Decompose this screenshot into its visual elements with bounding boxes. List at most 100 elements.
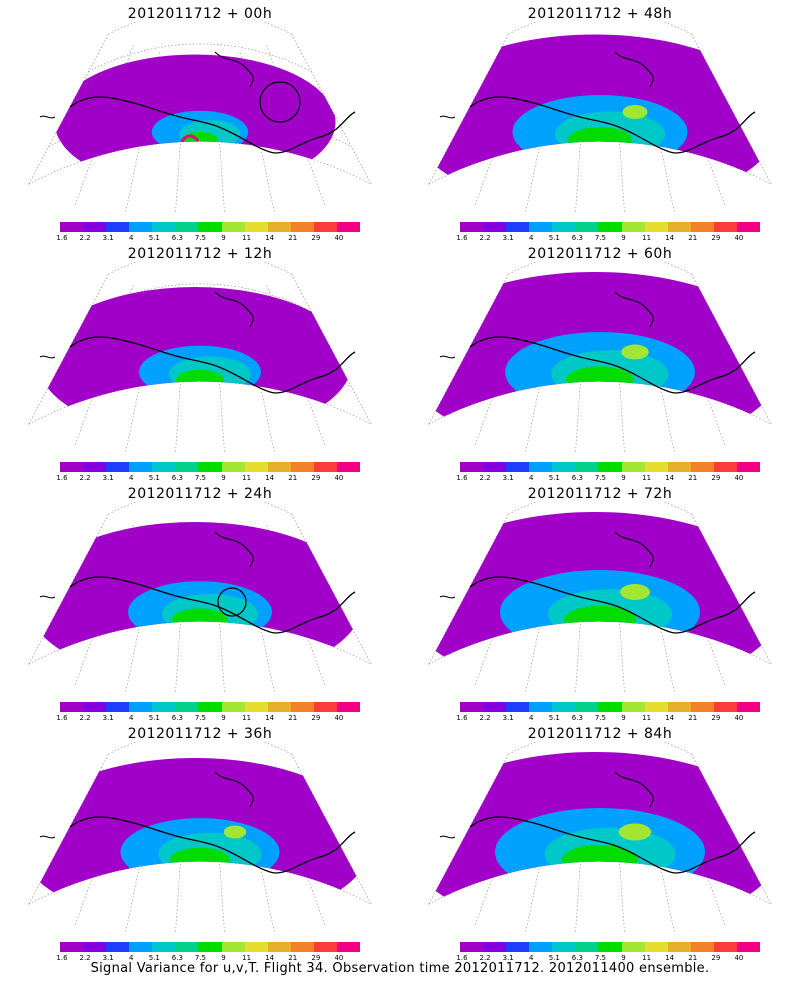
colorbar-tick-label: 29: [311, 474, 321, 482]
colorbar-swatch: [460, 702, 484, 712]
colorbar-swatch: [198, 222, 223, 232]
colorbar-swatch: [221, 702, 246, 712]
colorbar-tick-label: 11: [242, 234, 252, 242]
coastline: [69, 96, 356, 154]
colorbar-swatch: [552, 222, 576, 232]
colorbar-tick-label: 9: [221, 234, 226, 242]
variance-contour: [176, 369, 224, 391]
colorbar-tick-label: 5.1: [548, 234, 560, 242]
panel-title: 2012011712 + 24h: [127, 486, 273, 502]
colorbar-tick-label: 9: [621, 234, 626, 242]
colorbar-swatch: [221, 222, 246, 232]
colorbar-tick-label: 5.1: [548, 474, 560, 482]
coastline: [39, 531, 254, 599]
coastline: [469, 816, 756, 874]
latitude-line: [28, 381, 372, 425]
colorbar-tick-label: 29: [711, 234, 721, 242]
colorbar-swatch: [644, 702, 669, 712]
colorbar-tick-label: 9: [621, 714, 626, 722]
colorbar-tick-label: 5.1: [148, 474, 160, 482]
colorbar-swatch: [244, 942, 269, 952]
latitude-line: [508, 22, 692, 35]
colorbar-swatch: [267, 222, 292, 232]
colorbar-swatch: [313, 942, 338, 952]
colorbar-swatch: [667, 942, 692, 952]
colorbar-tick-label: 1.6: [456, 474, 468, 482]
colorbar-tick-label: 7.5: [594, 474, 607, 482]
colorbar-swatch: [152, 222, 176, 232]
colorbar-swatch: [336, 462, 361, 472]
variance-contour: [170, 847, 230, 873]
colorbar-swatch: [198, 702, 223, 712]
colorbar-tick-label: 29: [711, 714, 721, 722]
colorbar-swatch: [244, 222, 269, 232]
colorbar-tick-label: 3.1: [102, 954, 114, 962]
colorbar-swatch: [621, 702, 646, 712]
colorbar-tick-label: 4: [528, 714, 534, 722]
panel-title: 2012011712 + 00h: [127, 6, 273, 22]
latitude-line: [88, 283, 312, 313]
colorbar-swatch: [506, 702, 530, 712]
forecast-panel: 2012011712 + 36h 1.6 2.2 3.1 4 5.1 6.3 7.5 9 11 14…: [0, 720, 400, 965]
colorbar-swatch: [336, 942, 361, 952]
colorbar-tick-label: 1.6: [56, 954, 68, 962]
colorbar-swatch: [60, 942, 84, 952]
colorbar-swatch: [736, 942, 761, 952]
colorbar-swatch: [83, 702, 107, 712]
colorbar-swatch: [690, 702, 715, 712]
colorbar-swatch: [575, 462, 599, 472]
colorbar-tick-label: 9: [221, 954, 226, 962]
colorbar-tick-label: 4: [528, 234, 534, 242]
colorbar-tick-label: 5.1: [148, 714, 160, 722]
colorbar-swatch: [267, 942, 292, 952]
variance-map: [28, 262, 372, 452]
coastline: [469, 96, 756, 154]
colorbar: 1.6 2.2 3.1 4 5.1 6.3 7.5 9 11 14 21 29 40: [56, 702, 361, 722]
colorbar-tick-label: 6.3: [571, 954, 583, 962]
colorbar-tick-label: 21: [688, 954, 698, 962]
colorbar-swatch: [244, 462, 269, 472]
colorbar-swatch: [267, 462, 292, 472]
colorbar-tick-label: 4: [128, 954, 134, 962]
colorbar-swatch: [621, 222, 646, 232]
forecast-panel: 2012011712 + 48h 1.6 2.2 3.1 4 5.1 6.3 7.5 9 11 14…: [400, 0, 800, 245]
colorbar-tick-label: 6.3: [171, 234, 183, 242]
colorbar-swatch: [175, 222, 199, 232]
colorbar-tick-label: 2.2: [479, 714, 491, 722]
colorbar-tick-label: 1.6: [456, 234, 468, 242]
colorbar-tick-label: 4: [128, 714, 134, 722]
colorbar-swatch: [552, 702, 576, 712]
colorbar: 1.6 2.2 3.1 4 5.1 6.3 7.5 9 11 14 21 29 40: [456, 702, 761, 722]
colorbar-swatch: [644, 222, 669, 232]
colorbar-tick-label: 6.3: [571, 714, 583, 722]
colorbar-tick-label: 4: [528, 954, 534, 962]
colorbar-tick-label: 1.6: [56, 234, 68, 242]
colorbar-tick-label: 3.1: [102, 234, 114, 242]
colorbar-tick-label: 4: [128, 474, 134, 482]
colorbar-swatch: [483, 702, 507, 712]
colorbar-swatch: [690, 462, 715, 472]
colorbar-tick-label: 1.6: [56, 474, 68, 482]
colorbar-swatch: [506, 942, 530, 952]
colorbar-swatch: [460, 462, 484, 472]
colorbar-swatch: [198, 942, 223, 952]
colorbar-swatch: [83, 942, 107, 952]
observation-circle: [217, 587, 247, 617]
variance-contour: [223, 825, 247, 839]
colorbar-swatch: [460, 222, 484, 232]
colorbar-swatch: [667, 462, 692, 472]
coastline: [69, 816, 356, 874]
colorbar-tick-label: 29: [711, 954, 721, 962]
latitude-line: [108, 742, 292, 755]
colorbar-tick-label: 6.3: [571, 474, 583, 482]
coastline: [69, 336, 356, 394]
colorbar-swatch: [83, 222, 107, 232]
variance-map: [428, 502, 772, 692]
colorbar-swatch: [598, 222, 623, 232]
forecast-panel: 2012011712 + 60h 1.6 2.2 3.1 4 5.1 6.3 7.5 9 11 14…: [400, 240, 800, 485]
colorbar-tick-label: 4: [128, 234, 134, 242]
colorbar-swatch: [667, 222, 692, 232]
latitude-line: [28, 861, 372, 905]
colorbar-tick-label: 11: [642, 234, 652, 242]
colorbar-tick-label: 3.1: [502, 714, 514, 722]
